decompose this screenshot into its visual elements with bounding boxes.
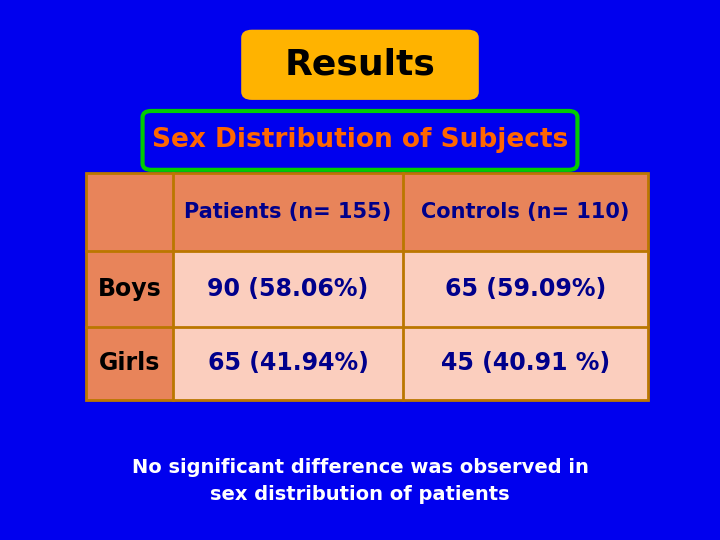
FancyBboxPatch shape xyxy=(241,30,479,100)
Text: Girls: Girls xyxy=(99,351,161,375)
Bar xyxy=(86,173,648,251)
Text: Patients (n= 155): Patients (n= 155) xyxy=(184,202,392,222)
Text: 65 (59.09%): 65 (59.09%) xyxy=(445,277,606,301)
Bar xyxy=(86,173,173,400)
FancyBboxPatch shape xyxy=(143,111,577,170)
Text: 45 (40.91 %): 45 (40.91 %) xyxy=(441,351,610,375)
Text: Controls (n= 110): Controls (n= 110) xyxy=(421,202,630,222)
Text: 90 (58.06%): 90 (58.06%) xyxy=(207,277,369,301)
Text: No significant difference was observed in: No significant difference was observed i… xyxy=(132,457,588,477)
Text: Boys: Boys xyxy=(98,277,161,301)
Text: Sex Distribution of Subjects: Sex Distribution of Subjects xyxy=(152,127,568,153)
Text: sex distribution of patients: sex distribution of patients xyxy=(210,484,510,504)
Text: Results: Results xyxy=(284,48,436,82)
Text: 65 (41.94%): 65 (41.94%) xyxy=(207,351,369,375)
Bar xyxy=(86,173,648,400)
